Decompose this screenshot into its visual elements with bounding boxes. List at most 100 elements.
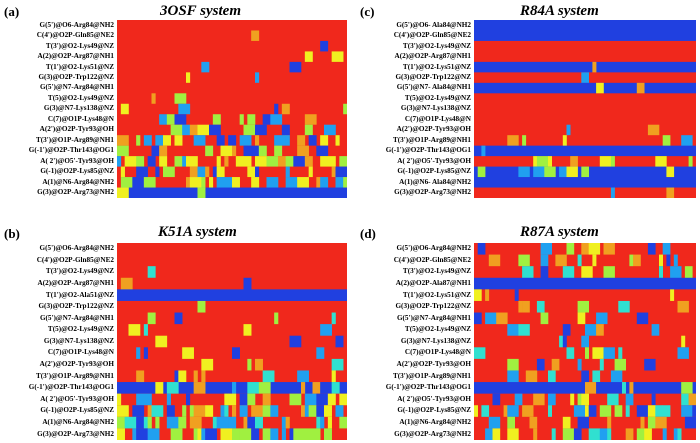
heatmap-cell: [555, 358, 560, 371]
heatmap-cell: [147, 266, 156, 279]
heatmap-cell: [166, 382, 179, 395]
heatmap-row: [117, 30, 347, 42]
heatmap-cell: [588, 243, 601, 256]
row-label: T(3')@O2-Lys49@NZ: [402, 267, 471, 276]
heatmap-cell: [212, 416, 217, 429]
heatmap-cell: [174, 156, 183, 168]
heatmap-row: [117, 93, 347, 105]
heatmap-cell: [599, 156, 612, 168]
heatmap-cell: [655, 416, 667, 429]
row-label: C(7)@O1P-Lys48@N: [47, 114, 114, 123]
heatmap-cell: [518, 300, 523, 314]
heatmap-k51a: [117, 243, 347, 440]
heatmap-cell: [651, 393, 656, 406]
heatmap-cell: [258, 145, 263, 157]
heatmap-cell: [232, 428, 240, 440]
heatmap-cell: [688, 393, 696, 406]
heatmap-cell: [281, 103, 290, 115]
heatmap-cell: [684, 266, 693, 279]
heatmap-cell: [174, 135, 183, 147]
heatmap-cell: [193, 135, 206, 147]
heatmap-cell: [614, 405, 623, 418]
heatmap-cell: [281, 416, 286, 429]
heatmap-cell: [251, 177, 260, 189]
heatmap-cell: [251, 428, 260, 440]
heatmap-cell: [603, 243, 615, 256]
heatmap-cell: [301, 145, 309, 157]
heatmap-cell: [120, 177, 133, 189]
heatmap-cell: [585, 324, 597, 337]
heatmap-cell: [205, 428, 217, 440]
heatmap-row: [117, 166, 347, 178]
row-labels: G(5')@O6-Arg84@NH2 C(4')@O2P-Gln85@NE2 T(3…: [0, 20, 114, 198]
heatmap-cell: [618, 300, 630, 314]
heatmap-cell: [673, 428, 678, 440]
heatmap-cell: [331, 51, 344, 63]
heatmap-row: [117, 124, 347, 136]
heatmap-cell: [562, 266, 575, 279]
heatmap-cell: [136, 393, 145, 406]
heatmap-cell: [166, 416, 179, 429]
heatmap-cell: [201, 428, 206, 440]
heatmap-cell: [243, 277, 252, 290]
heatmap-cell: [573, 405, 586, 418]
heatmap-cell: [647, 416, 656, 429]
heatmap-cell: [220, 405, 225, 418]
heatmap-cell: [128, 324, 141, 337]
row-label: A(2')@O2P-Tyr93@OH: [39, 125, 114, 134]
heatmap-cell: [647, 124, 660, 136]
heatmap-cell: [474, 289, 482, 302]
heatmap-cell: [117, 187, 129, 198]
heatmap-cell: [258, 382, 271, 395]
heatmap-cell: [335, 135, 340, 147]
heatmap-cell: [151, 145, 160, 157]
heatmap-cell: [320, 40, 329, 52]
heatmap-cell: [599, 358, 604, 371]
heatmap-cell: [607, 428, 612, 440]
row-label: T(3')@O2-Lys49@NZ: [45, 41, 114, 50]
row-label: T(5)@O2-Lys49@NZ: [47, 325, 114, 334]
heatmap-cell: [124, 416, 137, 429]
heatmap-cell: [570, 393, 575, 406]
heatmap-cell: [224, 393, 229, 406]
heatmap-cell: [518, 166, 530, 178]
row-label: T(3')@O1P-Arg89@NH1: [35, 135, 114, 144]
heatmap-cell: [625, 405, 630, 418]
heatmap-cell: [224, 405, 229, 418]
heatmap-cell: [566, 243, 575, 256]
heatmap-3osf: [117, 20, 347, 198]
row-label: G(3)@O2P-Arg73@NH2: [37, 429, 114, 438]
heatmap-cell: [320, 382, 329, 395]
heatmap-cell: [251, 405, 263, 418]
heatmap-cell: [301, 382, 306, 395]
heatmap-cell: [581, 393, 589, 406]
heatmap-cell: [666, 254, 671, 267]
heatmap-cell: [228, 416, 237, 429]
heatmap-cell: [304, 51, 313, 63]
heatmap-cell: [193, 382, 206, 395]
heatmap-cell: [270, 405, 279, 418]
heatmap-cell: [228, 135, 237, 147]
heatmap-cell: [281, 124, 290, 136]
heatmap-cell: [189, 124, 198, 136]
heatmap-cell: [136, 416, 145, 429]
heatmap-cell: [124, 382, 137, 395]
heatmap-cell: [266, 156, 279, 168]
heatmap-cell: [640, 416, 645, 429]
row-label: G(5')@O6-Arg84@NH2: [396, 244, 471, 253]
heatmap-cell: [239, 393, 248, 406]
panel-title: R87A system: [520, 224, 599, 240]
heatmap-cell: [324, 124, 336, 136]
heatmap-cell: [136, 347, 141, 360]
heatmap-cell: [147, 156, 156, 168]
heatmap-cell: [155, 135, 164, 147]
heatmap-cell: [670, 289, 675, 302]
heatmap-row: [474, 289, 696, 302]
heatmap-cell: [289, 335, 302, 348]
row-label: A( 2')@O5'-Tyr93@OH: [40, 394, 114, 403]
heatmap-cell: [182, 156, 187, 168]
row-label: G(5')@O6-Arg84@NH2: [39, 244, 114, 253]
heatmap-cell: [320, 177, 329, 189]
heatmap-cell: [186, 177, 191, 189]
heatmap-cell: [540, 266, 549, 279]
